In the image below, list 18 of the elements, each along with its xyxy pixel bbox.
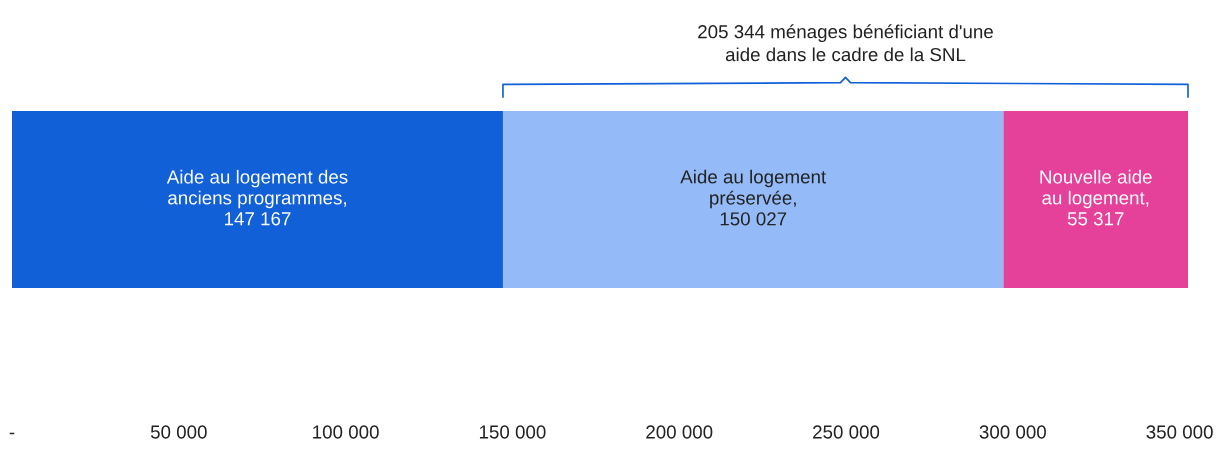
x-tick-label: 100 000 — [313, 425, 379, 439]
x-tick-label: - — [9, 432, 15, 435]
series-label: Aide au logement des anciens programmes, — [166, 169, 348, 209]
x-tick-label: 150 000 — [479, 425, 546, 439]
data-label: 147 167 — [225, 212, 291, 226]
series-label: Nouvelle aide au logement, — [1040, 169, 1152, 209]
x-tick-label: 350 000 — [1146, 425, 1213, 439]
text: 205 344 ménages bénéficiant d'une aide dans le cadre de la SNL — [698, 24, 993, 62]
x-tick-label: 50 000 — [150, 425, 207, 439]
data-label: 150 027 — [720, 212, 787, 226]
series-label: Aide au logement préservée, — [680, 169, 827, 209]
bar — [502, 110, 1004, 288]
x-tick-label: 300 000 — [979, 425, 1046, 439]
bar — [12, 110, 503, 288]
data-label: 55 317 — [1067, 212, 1124, 226]
x-tick-label: 250 000 — [813, 425, 880, 439]
x-tick-label: 200 000 — [646, 425, 713, 439]
bar — [1003, 110, 1188, 288]
